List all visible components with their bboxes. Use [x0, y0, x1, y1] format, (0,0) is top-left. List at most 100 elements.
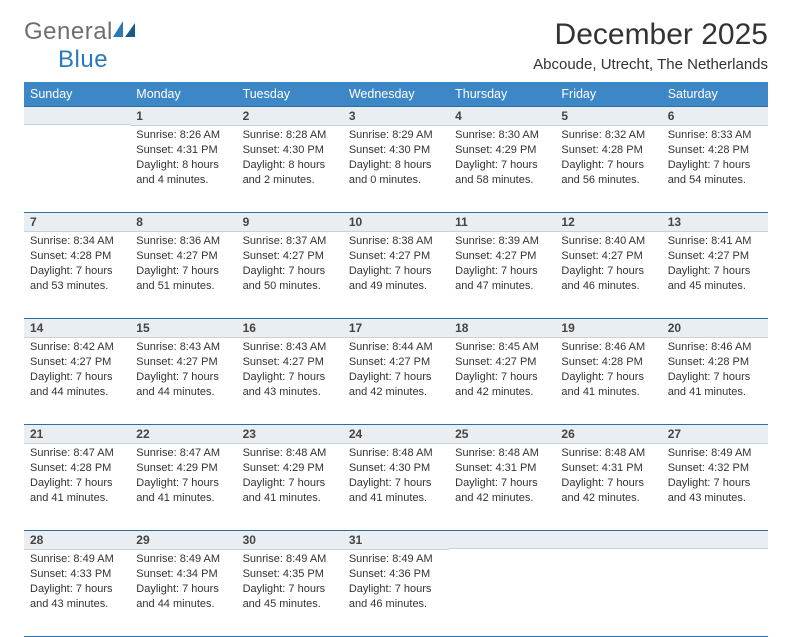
daylight-text: Daylight: 7 hours [136, 476, 230, 491]
daylight-text: and 2 minutes. [243, 173, 337, 188]
page-title: December 2025 [533, 18, 768, 52]
day-details: Sunrise: 8:29 AMSunset: 4:30 PMDaylight:… [343, 126, 449, 212]
day-details: Sunrise: 8:48 AMSunset: 4:29 PMDaylight:… [237, 444, 343, 530]
page-subtitle: Abcoude, Utrecht, The Netherlands [533, 56, 768, 73]
sunset-text: Sunset: 4:27 PM [455, 355, 549, 370]
day-number [662, 531, 768, 549]
sunset-text: Sunset: 4:27 PM [30, 355, 124, 370]
day-number: 11 [449, 213, 555, 232]
sunset-text: Sunset: 4:28 PM [668, 143, 762, 158]
daylight-text: Daylight: 7 hours [136, 582, 230, 597]
daylight-text: and 47 minutes. [455, 279, 549, 294]
day-details: Sunrise: 8:39 AMSunset: 4:27 PMDaylight:… [449, 232, 555, 318]
sunrise-text: Sunrise: 8:45 AM [455, 340, 549, 355]
sunrise-text: Sunrise: 8:40 AM [561, 234, 655, 249]
calendar-cell: 28Sunrise: 8:49 AMSunset: 4:33 PMDayligh… [24, 531, 130, 637]
weekday-header: Saturday [662, 82, 768, 107]
day-details: Sunrise: 8:48 AMSunset: 4:31 PMDaylight:… [449, 444, 555, 530]
day-details: Sunrise: 8:43 AMSunset: 4:27 PMDaylight:… [237, 338, 343, 424]
day-number: 25 [449, 425, 555, 444]
sunset-text: Sunset: 4:31 PM [561, 461, 655, 476]
day-details: Sunrise: 8:46 AMSunset: 4:28 PMDaylight:… [662, 338, 768, 424]
calendar-cell: 22Sunrise: 8:47 AMSunset: 4:29 PMDayligh… [130, 425, 236, 531]
sunrise-text: Sunrise: 8:47 AM [136, 446, 230, 461]
day-number: 29 [130, 531, 236, 550]
day-number: 6 [662, 107, 768, 126]
sunrise-text: Sunrise: 8:44 AM [349, 340, 443, 355]
calendar-cell: 11Sunrise: 8:39 AMSunset: 4:27 PMDayligh… [449, 213, 555, 319]
daylight-text: and 49 minutes. [349, 279, 443, 294]
calendar-cell: 9Sunrise: 8:37 AMSunset: 4:27 PMDaylight… [237, 213, 343, 319]
sunrise-text: Sunrise: 8:30 AM [455, 128, 549, 143]
daylight-text: and 53 minutes. [30, 279, 124, 294]
day-number: 2 [237, 107, 343, 126]
day-details: Sunrise: 8:48 AMSunset: 4:30 PMDaylight:… [343, 444, 449, 530]
daylight-text: Daylight: 7 hours [349, 476, 443, 491]
calendar-cell: 26Sunrise: 8:48 AMSunset: 4:31 PMDayligh… [555, 425, 661, 531]
sunset-text: Sunset: 4:27 PM [349, 249, 443, 264]
sunset-text: Sunset: 4:27 PM [349, 355, 443, 370]
calendar-cell: 13Sunrise: 8:41 AMSunset: 4:27 PMDayligh… [662, 213, 768, 319]
logo-word2: Blue [58, 46, 108, 73]
day-details: Sunrise: 8:49 AMSunset: 4:33 PMDaylight:… [24, 550, 130, 636]
sunrise-text: Sunrise: 8:49 AM [136, 552, 230, 567]
day-number: 10 [343, 213, 449, 232]
day-details: Sunrise: 8:49 AMSunset: 4:36 PMDaylight:… [343, 550, 449, 636]
day-number: 26 [555, 425, 661, 444]
day-details: Sunrise: 8:49 AMSunset: 4:34 PMDaylight:… [130, 550, 236, 636]
calendar-cell: 30Sunrise: 8:49 AMSunset: 4:35 PMDayligh… [237, 531, 343, 637]
sunrise-text: Sunrise: 8:48 AM [243, 446, 337, 461]
logo: General Blue [24, 18, 135, 74]
day-number: 8 [130, 213, 236, 232]
daylight-text: and 54 minutes. [668, 173, 762, 188]
sunset-text: Sunset: 4:30 PM [349, 143, 443, 158]
calendar-cell: 29Sunrise: 8:49 AMSunset: 4:34 PMDayligh… [130, 531, 236, 637]
day-number: 7 [24, 213, 130, 232]
day-number: 15 [130, 319, 236, 338]
sunset-text: Sunset: 4:30 PM [243, 143, 337, 158]
calendar-week: 28Sunrise: 8:49 AMSunset: 4:33 PMDayligh… [24, 531, 768, 637]
day-details: Sunrise: 8:28 AMSunset: 4:30 PMDaylight:… [237, 126, 343, 212]
sunset-text: Sunset: 4:27 PM [243, 355, 337, 370]
calendar-cell: 18Sunrise: 8:45 AMSunset: 4:27 PMDayligh… [449, 319, 555, 425]
day-details: Sunrise: 8:32 AMSunset: 4:28 PMDaylight:… [555, 126, 661, 212]
sunset-text: Sunset: 4:28 PM [561, 355, 655, 370]
daylight-text: Daylight: 7 hours [455, 264, 549, 279]
sunset-text: Sunset: 4:32 PM [668, 461, 762, 476]
sunrise-text: Sunrise: 8:49 AM [668, 446, 762, 461]
day-details: Sunrise: 8:47 AMSunset: 4:28 PMDaylight:… [24, 444, 130, 530]
weekday-header: Friday [555, 82, 661, 107]
sunset-text: Sunset: 4:28 PM [561, 143, 655, 158]
sunrise-text: Sunrise: 8:43 AM [243, 340, 337, 355]
calendar-cell: 14Sunrise: 8:42 AMSunset: 4:27 PMDayligh… [24, 319, 130, 425]
sunrise-text: Sunrise: 8:42 AM [30, 340, 124, 355]
calendar-cell: 20Sunrise: 8:46 AMSunset: 4:28 PMDayligh… [662, 319, 768, 425]
sunset-text: Sunset: 4:27 PM [136, 249, 230, 264]
day-number: 27 [662, 425, 768, 444]
day-number: 28 [24, 531, 130, 550]
day-number: 12 [555, 213, 661, 232]
calendar-cell [555, 531, 661, 637]
daylight-text: Daylight: 7 hours [30, 476, 124, 491]
calendar-cell: 7Sunrise: 8:34 AMSunset: 4:28 PMDaylight… [24, 213, 130, 319]
calendar-cell: 4Sunrise: 8:30 AMSunset: 4:29 PMDaylight… [449, 107, 555, 213]
sunrise-text: Sunrise: 8:36 AM [136, 234, 230, 249]
daylight-text: Daylight: 7 hours [243, 582, 337, 597]
day-details: Sunrise: 8:42 AMSunset: 4:27 PMDaylight:… [24, 338, 130, 424]
calendar-cell: 16Sunrise: 8:43 AMSunset: 4:27 PMDayligh… [237, 319, 343, 425]
daylight-text: and 56 minutes. [561, 173, 655, 188]
day-details: Sunrise: 8:37 AMSunset: 4:27 PMDaylight:… [237, 232, 343, 318]
sunset-text: Sunset: 4:28 PM [30, 461, 124, 476]
daylight-text: and 44 minutes. [136, 385, 230, 400]
calendar-cell: 27Sunrise: 8:49 AMSunset: 4:32 PMDayligh… [662, 425, 768, 531]
sunset-text: Sunset: 4:36 PM [349, 567, 443, 582]
sunrise-text: Sunrise: 8:48 AM [561, 446, 655, 461]
calendar-cell: 17Sunrise: 8:44 AMSunset: 4:27 PMDayligh… [343, 319, 449, 425]
day-number: 18 [449, 319, 555, 338]
daylight-text: Daylight: 7 hours [243, 370, 337, 385]
calendar-cell: 15Sunrise: 8:43 AMSunset: 4:27 PMDayligh… [130, 319, 236, 425]
sunrise-text: Sunrise: 8:33 AM [668, 128, 762, 143]
day-details [449, 549, 555, 635]
day-number [555, 531, 661, 549]
daylight-text: and 45 minutes. [668, 279, 762, 294]
